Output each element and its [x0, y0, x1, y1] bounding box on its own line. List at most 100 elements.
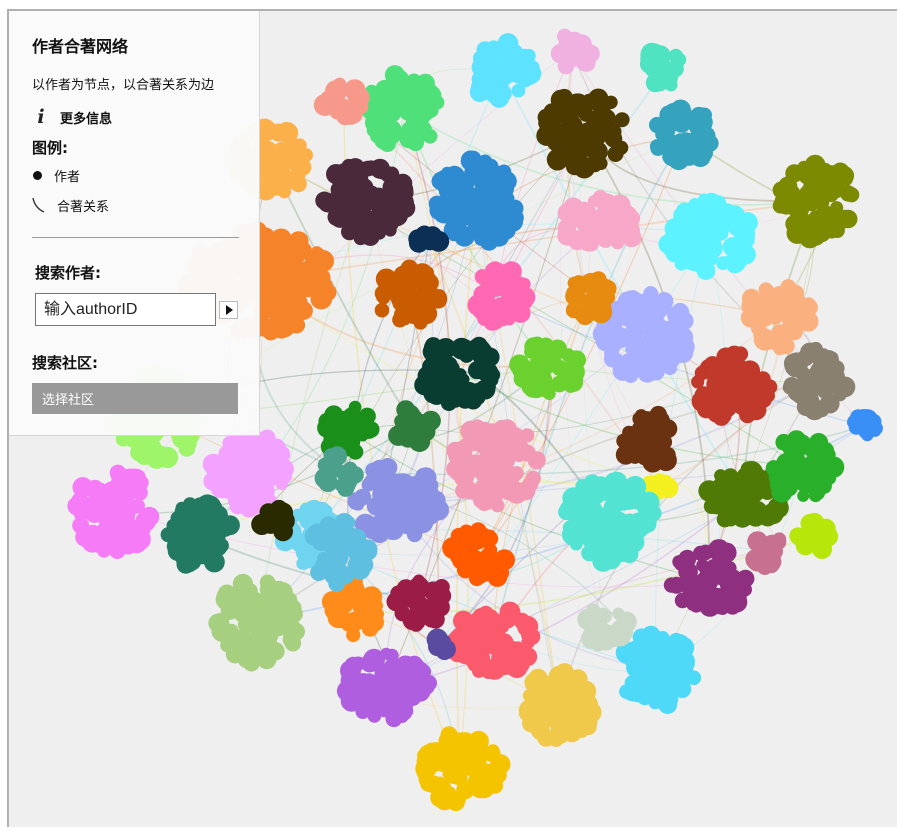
- author-node[interactable]: [497, 281, 511, 296]
- author-node[interactable]: [262, 461, 280, 479]
- author-node[interactable]: [599, 289, 616, 305]
- author-node[interactable]: [698, 480, 720, 502]
- author-node[interactable]: [612, 360, 633, 381]
- author-node[interactable]: [360, 654, 379, 673]
- author-node[interactable]: [564, 379, 578, 393]
- author-node[interactable]: [267, 166, 287, 186]
- author-node[interactable]: [664, 218, 686, 240]
- author-node[interactable]: [540, 379, 555, 394]
- author-node[interactable]: [483, 380, 496, 393]
- author-node[interactable]: [512, 361, 531, 380]
- author-node[interactable]: [626, 224, 641, 238]
- author-node[interactable]: [438, 385, 453, 400]
- author-node[interactable]: [341, 158, 357, 174]
- author-node[interactable]: [670, 302, 690, 322]
- author-node[interactable]: [633, 672, 653, 692]
- author-node[interactable]: [486, 744, 500, 758]
- author-node[interactable]: [759, 305, 774, 320]
- author-node[interactable]: [810, 485, 826, 501]
- author-node[interactable]: [614, 112, 630, 128]
- author-node[interactable]: [341, 223, 358, 241]
- author-node[interactable]: [242, 495, 263, 516]
- author-node[interactable]: [230, 485, 249, 504]
- author-node[interactable]: [525, 701, 546, 723]
- author-node[interactable]: [456, 561, 475, 579]
- author-node[interactable]: [815, 404, 829, 418]
- author-node[interactable]: [443, 744, 464, 765]
- author-node[interactable]: [696, 558, 709, 572]
- author-node[interactable]: [112, 478, 131, 496]
- author-node[interactable]: [514, 299, 528, 313]
- author-node[interactable]: [469, 339, 491, 361]
- author-node[interactable]: [592, 550, 615, 572]
- author-node[interactable]: [366, 107, 384, 125]
- author-node[interactable]: [471, 390, 486, 405]
- author-node[interactable]: [626, 492, 644, 510]
- author-node[interactable]: [129, 528, 151, 551]
- author-node[interactable]: [778, 176, 798, 196]
- author-node[interactable]: [647, 649, 665, 667]
- author-node[interactable]: [430, 780, 446, 796]
- author-node[interactable]: [686, 598, 699, 611]
- author-node[interactable]: [351, 656, 366, 671]
- author-node[interactable]: [625, 525, 643, 544]
- author-node[interactable]: [343, 433, 361, 451]
- author-node[interactable]: [446, 791, 459, 804]
- author-node[interactable]: [772, 532, 787, 546]
- author-node[interactable]: [617, 478, 630, 492]
- author-node[interactable]: [668, 48, 684, 64]
- author-node[interactable]: [476, 763, 498, 785]
- author-node[interactable]: [380, 221, 394, 235]
- author-node[interactable]: [394, 427, 411, 444]
- author-node[interactable]: [415, 73, 435, 93]
- author-node[interactable]: [474, 219, 491, 236]
- author-node[interactable]: [522, 48, 536, 63]
- author-node[interactable]: [471, 72, 486, 86]
- author-node[interactable]: [417, 422, 436, 441]
- author-node[interactable]: [269, 599, 284, 614]
- author-node[interactable]: [490, 498, 505, 513]
- author-node[interactable]: [317, 551, 330, 565]
- author-node[interactable]: [436, 634, 451, 649]
- author-node[interactable]: [323, 429, 342, 448]
- author-node[interactable]: [578, 490, 592, 505]
- author-node[interactable]: [270, 231, 283, 245]
- author-node[interactable]: [386, 174, 399, 188]
- author-node[interactable]: [844, 187, 860, 203]
- author-node[interactable]: [405, 308, 421, 324]
- author-node[interactable]: [749, 394, 763, 409]
- author-node[interactable]: [251, 513, 273, 535]
- author-node[interactable]: [378, 192, 398, 212]
- author-node[interactable]: [289, 267, 311, 289]
- author-node[interactable]: [363, 160, 379, 176]
- author-node[interactable]: [494, 63, 516, 85]
- author-node[interactable]: [196, 548, 214, 565]
- author-node[interactable]: [516, 483, 532, 499]
- author-node[interactable]: [808, 443, 823, 458]
- author-node[interactable]: [603, 122, 622, 142]
- author-node[interactable]: [521, 635, 536, 649]
- author-node[interactable]: [697, 544, 714, 561]
- author-node[interactable]: [868, 423, 882, 437]
- author-node[interactable]: [528, 668, 548, 689]
- author-node[interactable]: [433, 202, 455, 224]
- author-node[interactable]: [299, 502, 314, 517]
- author-node[interactable]: [348, 412, 365, 428]
- author-node[interactable]: [266, 630, 279, 643]
- author-node[interactable]: [428, 602, 442, 617]
- author-node[interactable]: [752, 549, 775, 571]
- author-node[interactable]: [455, 483, 471, 499]
- author-node[interactable]: [191, 517, 206, 531]
- author-node[interactable]: [566, 286, 579, 299]
- author-node[interactable]: [475, 188, 491, 204]
- author-node[interactable]: [500, 605, 518, 623]
- author-node[interactable]: [782, 310, 805, 333]
- author-node[interactable]: [364, 473, 379, 488]
- author-node[interactable]: [456, 391, 474, 409]
- author-node[interactable]: [374, 679, 394, 700]
- author-node[interactable]: [323, 448, 339, 464]
- author-node[interactable]: [678, 337, 691, 351]
- author-node[interactable]: [517, 277, 531, 291]
- author-node[interactable]: [327, 417, 344, 433]
- author-node[interactable]: [621, 290, 642, 311]
